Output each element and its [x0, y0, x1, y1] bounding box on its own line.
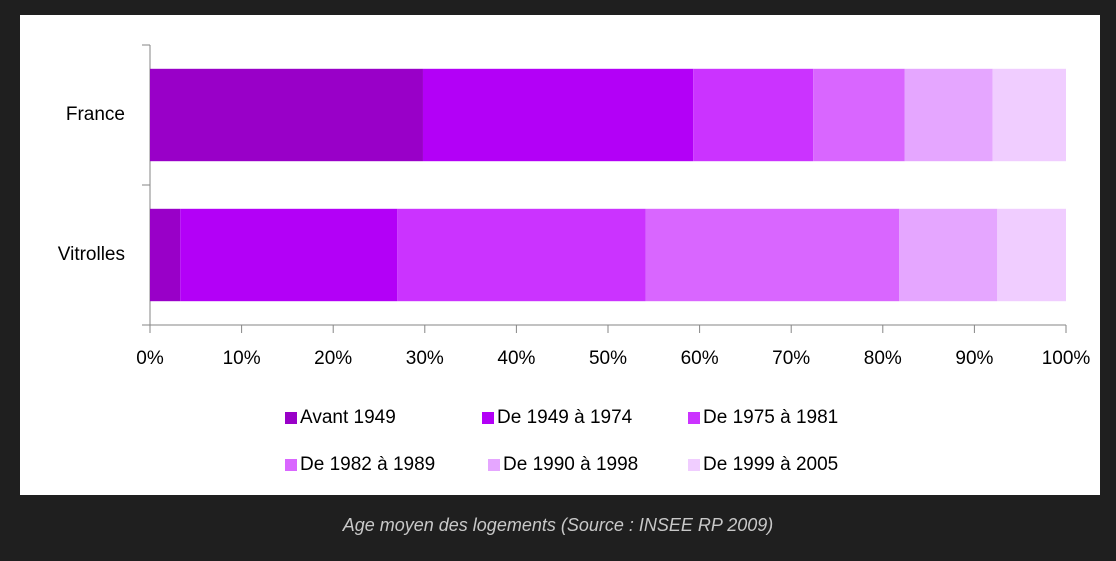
legend-label: De 1999 à 2005	[703, 454, 838, 475]
x-tick-label: 100%	[1042, 348, 1091, 369]
y-tick-label: Vitrolles	[58, 244, 125, 265]
legend-swatch	[688, 412, 700, 424]
bar-segment	[899, 208, 998, 302]
legend-swatch	[688, 459, 700, 471]
bar-segment	[150, 68, 423, 162]
x-tick-label: 90%	[955, 348, 993, 369]
bar-segment	[904, 68, 993, 162]
x-tick-label: 80%	[864, 348, 902, 369]
x-tick-label: 0%	[136, 348, 164, 369]
y-tick-label: France	[66, 104, 125, 125]
legend-swatch	[285, 412, 297, 424]
x-tick-label: 70%	[772, 348, 810, 369]
x-tick-label: 10%	[223, 348, 261, 369]
x-tick-label: 60%	[681, 348, 719, 369]
legend-swatch	[482, 412, 494, 424]
bar-segment	[397, 208, 646, 302]
bar-segment	[693, 68, 814, 162]
legend-label: De 1982 à 1989	[300, 454, 435, 475]
bar-segment	[150, 208, 181, 302]
x-tick-label: 30%	[406, 348, 444, 369]
bar-segment	[645, 208, 900, 302]
x-tick-label: 20%	[314, 348, 352, 369]
legend-swatch	[285, 459, 297, 471]
bar-segment	[997, 208, 1066, 302]
bar-segment	[813, 68, 905, 162]
legend-label: Avant 1949	[300, 407, 396, 428]
legend-label: De 1949 à 1974	[497, 407, 633, 428]
x-tick-label: 40%	[497, 348, 535, 369]
bar-segment	[422, 68, 694, 162]
bar-segment	[992, 68, 1066, 162]
caption: Age moyen des logements (Source : INSEE …	[342, 515, 774, 535]
legend-label: De 1990 à 1998	[503, 454, 638, 475]
bar-segment	[180, 208, 398, 302]
legend-swatch	[488, 459, 500, 471]
legend-label: De 1975 à 1981	[703, 407, 838, 428]
x-tick-label: 50%	[589, 348, 627, 369]
